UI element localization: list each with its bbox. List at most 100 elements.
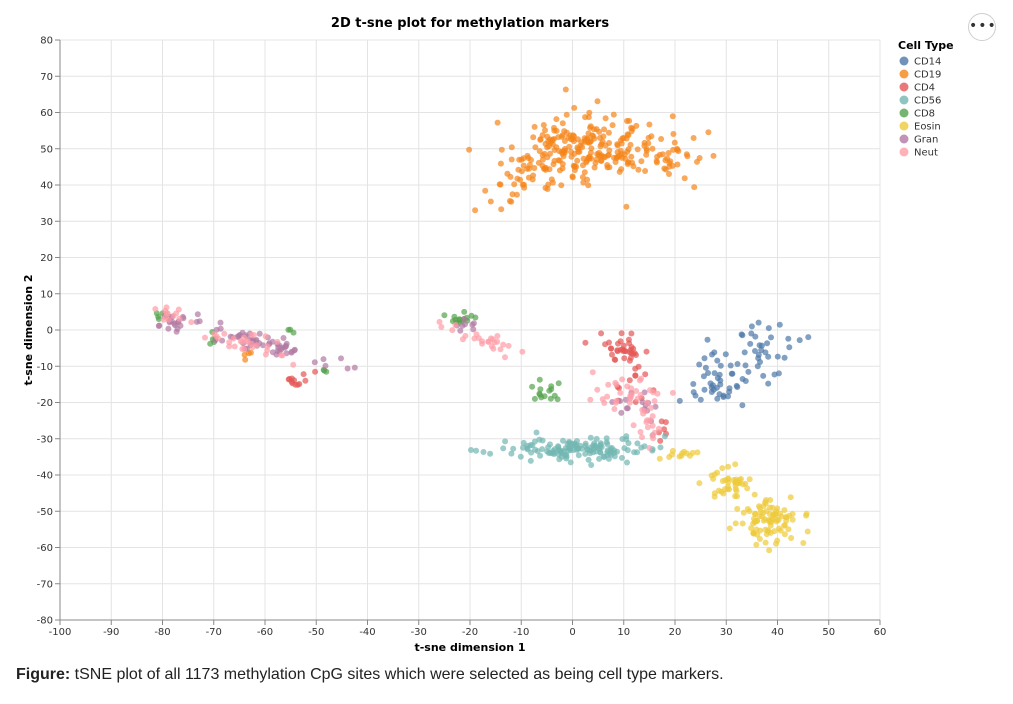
point-cd19 bbox=[710, 152, 717, 159]
point-eosin bbox=[696, 480, 703, 487]
point-eosin bbox=[787, 494, 794, 501]
point-cd19 bbox=[591, 164, 598, 171]
point-neut bbox=[644, 399, 650, 406]
point-eosin bbox=[669, 451, 675, 458]
point-eosin bbox=[733, 487, 740, 494]
point-cd14 bbox=[702, 364, 709, 371]
point-cd19 bbox=[618, 150, 625, 157]
point-cd8 bbox=[536, 390, 543, 397]
point-cd19 bbox=[623, 203, 630, 210]
point-neut bbox=[617, 389, 624, 396]
point-cd19 bbox=[550, 161, 557, 168]
point-cd19 bbox=[541, 150, 548, 157]
point-eosin bbox=[732, 461, 739, 468]
point-cd19 bbox=[526, 165, 533, 172]
point-cd14 bbox=[764, 340, 771, 347]
point-cd4 bbox=[312, 368, 319, 375]
point-neut bbox=[226, 339, 233, 346]
point-neut bbox=[587, 396, 594, 403]
point-cd8 bbox=[456, 316, 463, 323]
point-gran bbox=[338, 355, 344, 362]
point-cd19 bbox=[511, 181, 518, 188]
point-neut bbox=[644, 424, 651, 431]
point-eosin bbox=[800, 540, 807, 546]
point-eosin bbox=[788, 535, 795, 541]
point-cd14 bbox=[768, 334, 774, 341]
point-cd19 bbox=[596, 128, 603, 135]
point-neut bbox=[505, 342, 512, 349]
point-cd56 bbox=[587, 434, 594, 441]
point-cd19 bbox=[540, 122, 547, 128]
point-cd56 bbox=[517, 453, 524, 460]
point-cd4 bbox=[608, 345, 615, 352]
legend-label-eosin: Eosin bbox=[914, 122, 941, 133]
point-cd56 bbox=[500, 445, 507, 452]
point-cd19 bbox=[553, 116, 560, 123]
point-neut bbox=[594, 386, 601, 393]
point-eosin bbox=[767, 497, 774, 503]
point-cd19 bbox=[681, 175, 688, 182]
point-cd56 bbox=[531, 438, 538, 445]
point-eosin bbox=[781, 531, 788, 538]
point-neut bbox=[605, 381, 612, 388]
point-cd19 bbox=[567, 132, 574, 139]
point-cd19 bbox=[614, 141, 621, 148]
point-cd19 bbox=[542, 184, 549, 191]
chart-actions-menu-button[interactable]: ••• bbox=[968, 13, 996, 41]
point-cd4 bbox=[642, 371, 649, 378]
point-cd19 bbox=[518, 156, 525, 163]
point-neut bbox=[226, 343, 233, 350]
point-gran bbox=[457, 327, 464, 334]
point-cd14 bbox=[704, 336, 711, 343]
point-cd19 bbox=[690, 135, 697, 141]
point-cd19 bbox=[659, 151, 666, 158]
point-cd14 bbox=[776, 321, 783, 328]
point-neut bbox=[655, 425, 662, 432]
point-neut bbox=[497, 346, 504, 353]
point-cd8 bbox=[461, 308, 468, 315]
point-cd14 bbox=[745, 368, 752, 375]
x-tick-label: -60 bbox=[257, 627, 273, 638]
point-cd14 bbox=[738, 331, 745, 338]
point-cd56 bbox=[657, 444, 664, 451]
point-cd19 bbox=[482, 187, 489, 194]
point-neut bbox=[630, 422, 637, 429]
point-cd19 bbox=[658, 136, 665, 142]
point-neut bbox=[633, 388, 640, 394]
point-cd19 bbox=[583, 159, 590, 166]
point-cd56 bbox=[547, 441, 553, 448]
point-eosin bbox=[746, 476, 753, 483]
point-cd14 bbox=[752, 333, 759, 340]
point-cd14 bbox=[755, 319, 762, 326]
point-gran bbox=[470, 326, 477, 333]
point-cd14 bbox=[697, 396, 704, 403]
point-neut bbox=[502, 354, 508, 361]
point-eosin bbox=[785, 526, 792, 533]
point-gran bbox=[256, 330, 263, 337]
point-cd19 bbox=[669, 113, 676, 120]
legend-label-cd8: CD8 bbox=[914, 109, 935, 120]
point-gran bbox=[196, 318, 203, 325]
point-neut bbox=[601, 400, 608, 406]
point-cd4 bbox=[661, 426, 668, 433]
point-cd19 bbox=[563, 111, 570, 118]
legend-swatch-cd19 bbox=[899, 69, 909, 79]
point-cd14 bbox=[742, 362, 749, 369]
point-gran bbox=[322, 362, 329, 369]
point-cd19 bbox=[585, 182, 592, 189]
point-neut bbox=[188, 319, 195, 326]
point-cd4 bbox=[628, 330, 635, 337]
point-cd56 bbox=[547, 449, 554, 456]
point-cd19 bbox=[507, 173, 514, 180]
point-cd14 bbox=[739, 402, 746, 409]
point-neut bbox=[250, 332, 257, 338]
x-tick-label: -90 bbox=[103, 627, 119, 638]
point-cd56 bbox=[558, 450, 565, 457]
point-cd19 bbox=[241, 351, 248, 358]
point-cd4 bbox=[291, 377, 298, 384]
point-cd19 bbox=[562, 86, 569, 93]
point-cd19 bbox=[671, 139, 678, 146]
point-neut bbox=[485, 338, 492, 345]
point-eosin bbox=[714, 469, 721, 476]
point-neut bbox=[519, 348, 526, 355]
